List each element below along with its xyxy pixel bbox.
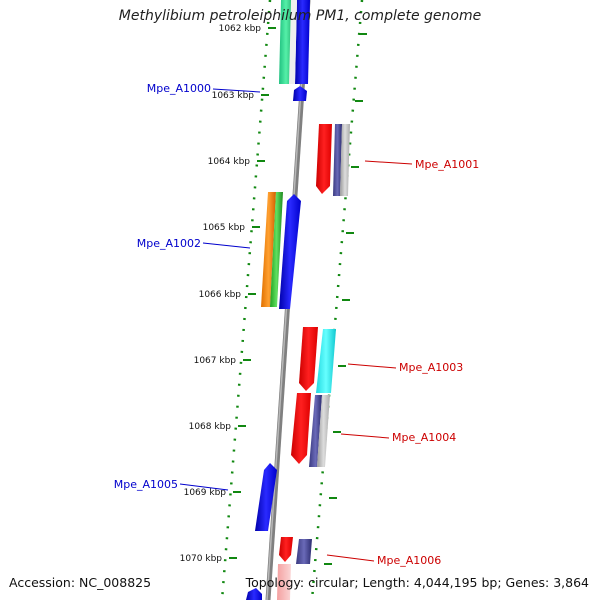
gene-label[interactable]: Mpe_A1003 bbox=[399, 361, 463, 374]
accession-text: Accession: NC_008825 bbox=[9, 575, 152, 590]
tick-label: 1070 kbp bbox=[180, 554, 223, 564]
gene-leader-line bbox=[212, 88, 261, 93]
gene-label[interactable]: Mpe_A1002 bbox=[137, 237, 201, 250]
tick-label: 1064 kbp bbox=[208, 157, 251, 167]
gene-arrow-mpe-a1000 bbox=[293, 86, 307, 101]
tick-label: 1067 kbp bbox=[194, 356, 237, 366]
topology-text: Topology: circular; Length: 4,044,195 bp… bbox=[245, 575, 589, 590]
tick-label: 1068 kbp bbox=[189, 422, 232, 432]
gene-arrow-mpe-a1003 bbox=[299, 327, 318, 391]
gene-block-blue-top bbox=[295, 0, 310, 84]
map-title: Methylibium petroleiphilum PM1, complete… bbox=[118, 8, 482, 24]
gene-leader-line bbox=[326, 554, 375, 562]
gene-arrow-mpe-a1004 bbox=[291, 393, 311, 464]
gene-leader-line bbox=[340, 433, 390, 439]
gene-block-orange bbox=[261, 192, 276, 307]
right-dotted-track bbox=[310, 0, 364, 601]
gene-leader-line bbox=[364, 160, 413, 165]
gene-label[interactable]: Mpe_A1006 bbox=[377, 554, 441, 567]
left-dotted-track bbox=[220, 0, 272, 601]
gene-label[interactable]: Mpe_A1004 bbox=[392, 431, 456, 444]
gene-label[interactable]: Mpe_A1005 bbox=[114, 478, 178, 491]
gene-block-cyan bbox=[316, 329, 336, 393]
tick-labels: 1062 kbp 1063 kbp 1064 kbp 1065 kbp 1066 kbp… bbox=[180, 24, 262, 564]
gene-leader-line bbox=[347, 363, 397, 369]
gene-arrow-mpe-a1002 bbox=[279, 194, 301, 309]
tick-label: 1066 kbp bbox=[199, 290, 242, 300]
gene-labels: Mpe_A1000 Mpe_A1001 Mpe_A1002 Mpe_A1003 Mpe_… bbox=[114, 82, 480, 567]
gene-blocks bbox=[246, 0, 350, 600]
tick-marks bbox=[229, 27, 367, 565]
gene-leader-line bbox=[202, 242, 251, 249]
gene-arrow-mpe-a1006 bbox=[279, 537, 293, 562]
gene-arrow-mpe-a1001 bbox=[316, 124, 332, 194]
gene-arrow-mpe-a1005 bbox=[255, 463, 277, 531]
gene-leader-line bbox=[179, 483, 229, 491]
gene-block-pink-bottom bbox=[277, 564, 291, 600]
tick-label: 1065 kbp bbox=[203, 223, 246, 233]
gene-label[interactable]: Mpe_A1000 bbox=[147, 82, 211, 95]
tick-label: 1069 kbp bbox=[184, 488, 227, 498]
gene-block-lightgreen bbox=[270, 192, 283, 307]
gene-block-blue-bottom bbox=[246, 588, 262, 600]
tick-label: 1063 kbp bbox=[212, 91, 255, 101]
gene-label[interactable]: Mpe_A1001 bbox=[415, 158, 479, 171]
tick-label: 1062 kbp bbox=[219, 24, 262, 34]
